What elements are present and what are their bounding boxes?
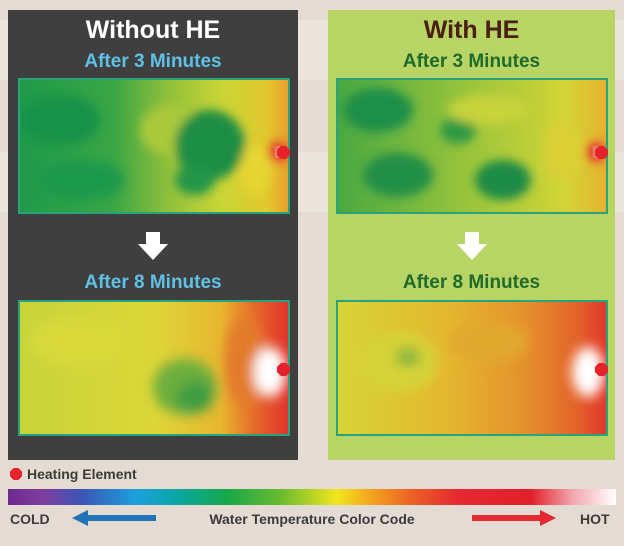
left-arrow-icon (72, 510, 156, 526)
caption-after-8-minutes: After 8 Minutes (402, 272, 541, 293)
color-code-label: Water Temperature Color Code (209, 511, 415, 527)
heating-element-icon (595, 363, 608, 376)
down-arrow-icon (456, 232, 487, 260)
down-arrow-icon (138, 232, 168, 260)
caption-after-3-minutes: After 3 Minutes (402, 51, 541, 72)
temperature-color-scale (8, 489, 616, 505)
heatmap-with-he-3min (336, 78, 608, 214)
caption-after-8-minutes: After 8 Minutes (84, 272, 222, 293)
panel-title: Without HE (85, 16, 221, 44)
heatmap-with-he-8min (336, 300, 608, 436)
heating-element-icon (277, 363, 290, 376)
heatmap-without-he-3min (18, 78, 290, 214)
heatmap-without-he-8min (18, 300, 290, 436)
heating-element-label: Heating Element (27, 466, 137, 482)
heating-element-icon (10, 468, 22, 480)
heating-element-icon (277, 146, 290, 159)
panel-with-he: With HE After 3 Minutes (328, 10, 615, 460)
hot-label: HOT (580, 511, 610, 527)
caption-after-3-minutes: After 3 Minutes (84, 51, 222, 72)
panel-title: With HE (423, 16, 520, 44)
panel-without-he: Without HE After 3 Minutes (8, 10, 298, 460)
cold-label: COLD (10, 511, 50, 527)
heating-element-icon (595, 146, 608, 159)
heating-element-legend: Heating Element (10, 466, 137, 482)
right-arrow-icon (472, 510, 556, 526)
